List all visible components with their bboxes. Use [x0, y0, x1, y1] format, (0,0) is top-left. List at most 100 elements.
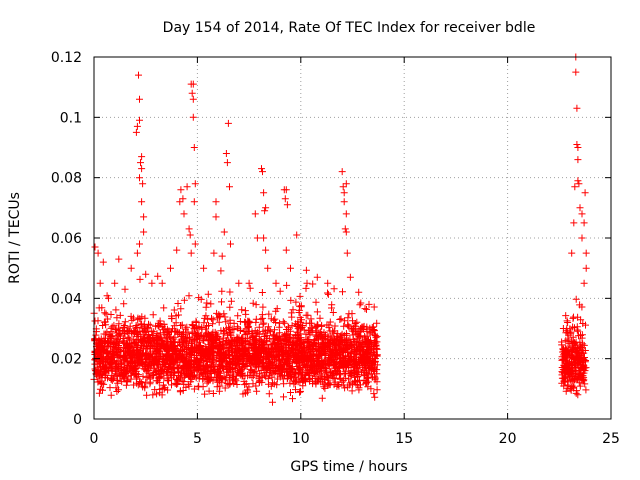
data-point [125, 348, 132, 356]
data-point [337, 345, 345, 353]
data-point [241, 307, 249, 315]
data-point [580, 279, 588, 287]
data-point [250, 347, 258, 355]
data-point [330, 370, 338, 377]
data-point [101, 338, 109, 345]
data-point [339, 288, 346, 296]
data-point [218, 378, 226, 386]
data-point [168, 350, 176, 358]
data-point [274, 335, 282, 343]
data-point [212, 198, 220, 206]
data-point [299, 339, 307, 346]
data-point [233, 381, 241, 388]
data-point [113, 388, 121, 395]
data-point [351, 377, 359, 385]
data-point [578, 303, 586, 311]
data-point [187, 363, 194, 371]
data-point [193, 367, 201, 375]
data-point [209, 328, 217, 336]
data-point [105, 294, 112, 302]
data-point [578, 210, 586, 218]
y-tick-label: 0.1 [60, 110, 82, 126]
data-point [339, 183, 347, 191]
data-point [324, 289, 331, 297]
data-point [279, 346, 287, 354]
data-point [578, 234, 586, 242]
data-point [141, 366, 149, 374]
data-point [315, 336, 322, 344]
data-point [178, 330, 186, 338]
data-point [302, 284, 310, 292]
y-tick-label: 0.04 [51, 291, 82, 307]
data-point [361, 335, 369, 343]
data-point [185, 292, 193, 300]
data-point [251, 338, 259, 346]
data-point [175, 352, 183, 360]
data-point [216, 360, 224, 368]
data-point [253, 387, 261, 395]
data-point [195, 294, 203, 302]
data-point [175, 364, 183, 372]
data-point [138, 198, 146, 206]
data-point [113, 336, 121, 344]
data-point [181, 338, 189, 346]
data-point [140, 213, 148, 221]
data-point [239, 372, 247, 380]
data-point [235, 279, 243, 287]
data-point [146, 335, 154, 342]
data-point [122, 354, 130, 362]
data-point [212, 336, 219, 344]
x-tick-label: 10 [292, 431, 310, 447]
data-point [570, 313, 577, 321]
data-point [238, 306, 246, 314]
data-point [350, 350, 358, 358]
data-point [250, 372, 258, 380]
data-point [94, 317, 102, 325]
data-point [262, 354, 270, 362]
data-point [272, 353, 280, 361]
data-point [98, 377, 106, 385]
data-point [580, 361, 588, 369]
data-point [115, 362, 123, 370]
data-point [174, 365, 182, 373]
data-point [283, 375, 291, 382]
data-point [188, 89, 196, 97]
data-point [313, 273, 321, 281]
data-point [299, 368, 306, 376]
data-point [251, 327, 259, 335]
data-point [348, 381, 356, 389]
data-point [209, 316, 217, 324]
data-point [204, 363, 212, 371]
data-point [138, 341, 145, 349]
data-point [96, 385, 104, 393]
data-point [369, 373, 376, 381]
data-point [168, 338, 176, 345]
data-point [220, 310, 228, 318]
data-point [222, 150, 230, 157]
data-point [327, 368, 334, 376]
data-point [148, 279, 156, 287]
x-tick-label: 0 [90, 431, 99, 447]
data-point [363, 305, 370, 313]
data-point [183, 323, 191, 331]
data-point [116, 330, 124, 338]
data-point [314, 368, 322, 376]
data-point [143, 391, 151, 399]
data-point [293, 337, 301, 345]
data-point [226, 183, 233, 191]
data-point [281, 319, 289, 327]
data-point [170, 372, 178, 380]
data-point [216, 335, 224, 343]
data-point [241, 389, 249, 397]
grid-lines [94, 57, 611, 419]
data-point [128, 316, 136, 324]
data-point [296, 292, 304, 300]
data-point [263, 334, 271, 342]
data-point [170, 342, 178, 350]
data-point [330, 340, 338, 348]
data-point [145, 331, 153, 338]
data-point [330, 327, 338, 335]
data-point [156, 389, 164, 397]
data-point [226, 363, 233, 371]
data-point [240, 361, 248, 369]
